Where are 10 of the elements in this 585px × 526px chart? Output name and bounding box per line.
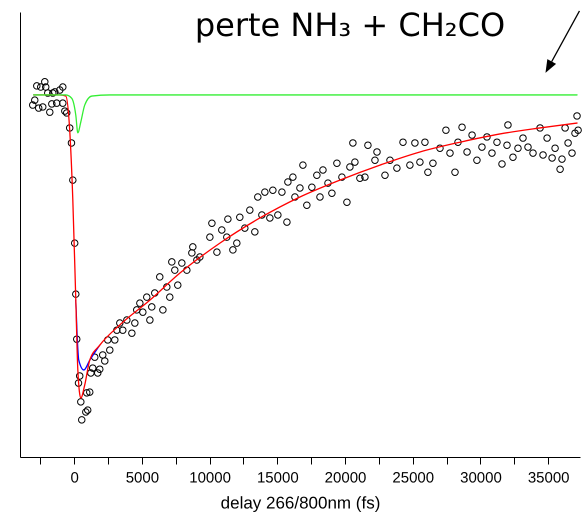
x-tick-label: 0 [70, 470, 79, 486]
x-tick-label: 20000 [324, 470, 366, 486]
x-axis-title: delay 266/800nm (fs) [220, 494, 380, 512]
x-tick-label: 35000 [528, 470, 570, 486]
x-tick-label: 25000 [392, 470, 434, 486]
x-tick-label: 30000 [460, 470, 502, 486]
x-tick-label: 10000 [189, 470, 231, 486]
x-tick-label: 15000 [256, 470, 299, 486]
x-tick-label: 5000 [126, 470, 160, 486]
annotation: perte NH₃ + CH₂CO [194, 6, 506, 44]
